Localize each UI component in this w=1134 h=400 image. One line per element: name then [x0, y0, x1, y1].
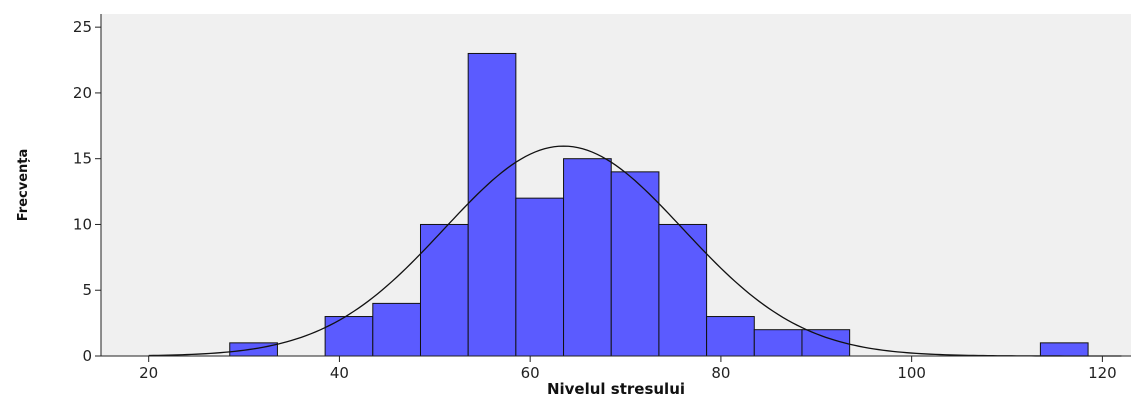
y-ticks-group: 0 5 10 15 20 25 [73, 18, 101, 365]
x-tick-label: 60 [521, 364, 540, 382]
y-tick-label: 0 [82, 347, 92, 365]
x-tick-label: 120 [1088, 364, 1117, 382]
histogram-bar-2 [372, 302, 421, 357]
bars-group [229, 52, 1089, 357]
normal-curve [148, 145, 1122, 357]
x-tick-label: 100 [897, 364, 926, 382]
y-tick-label: 25 [73, 18, 92, 36]
histogram-bar-6 [563, 158, 612, 357]
histogram-bar-9 [706, 316, 755, 357]
y-tick-label: 10 [73, 215, 92, 233]
histogram-bar-8 [658, 223, 708, 357]
y-tick-label: 20 [73, 84, 92, 102]
histogram-bar-10 [753, 329, 803, 357]
histogram-bar-12 [1039, 342, 1089, 357]
y-tick-label: 5 [82, 281, 92, 299]
y-axis-title: Frecvența [16, 149, 31, 222]
histogram-bar-3 [419, 223, 469, 357]
histogram-bar-1 [324, 316, 374, 357]
x-tick-label: 80 [711, 364, 730, 382]
x-axis-title: Nivelul stresului [547, 380, 685, 398]
x-tick-label: 20 [139, 364, 158, 382]
x-ticks-group: 20 40 60 80 100 120 [139, 356, 1117, 382]
y-tick-label: 15 [73, 150, 92, 168]
histogram-bar-5 [515, 197, 565, 357]
histogram-bar-4 [467, 52, 517, 357]
x-tick-label: 40 [330, 364, 349, 382]
histogram-bar-7 [610, 171, 660, 357]
